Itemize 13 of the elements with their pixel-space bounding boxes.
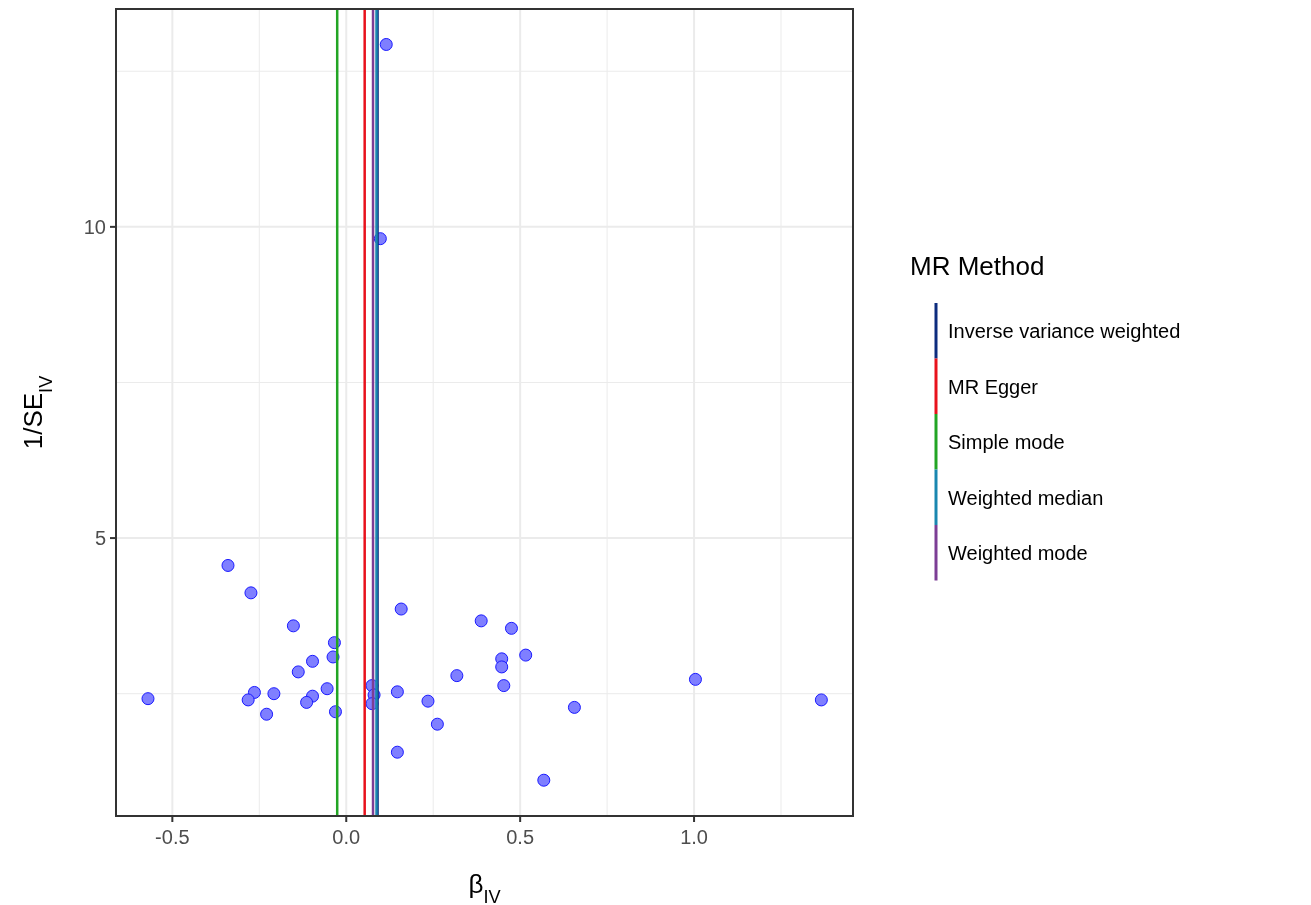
legend-title: MR Method bbox=[910, 251, 1045, 281]
x-tick-label: 1.0 bbox=[680, 826, 708, 848]
x-tick-label: -0.5 bbox=[155, 826, 190, 848]
x-axis-title: β$_{IV}$ bbox=[468, 869, 502, 905]
y-tick-label: 10 bbox=[83, 215, 106, 238]
text: MR Egger bbox=[948, 375, 1039, 398]
text: Weighted mode bbox=[948, 542, 1088, 564]
y-tick-label: 5 bbox=[94, 527, 106, 550]
text: Inverse variance weighted bbox=[948, 320, 1181, 342]
text: Weighted median bbox=[948, 486, 1104, 509]
text: Simple mode bbox=[948, 431, 1065, 453]
x-tick-label: 0.0 bbox=[332, 826, 361, 848]
x-tick-label: 0.5 bbox=[506, 826, 535, 848]
